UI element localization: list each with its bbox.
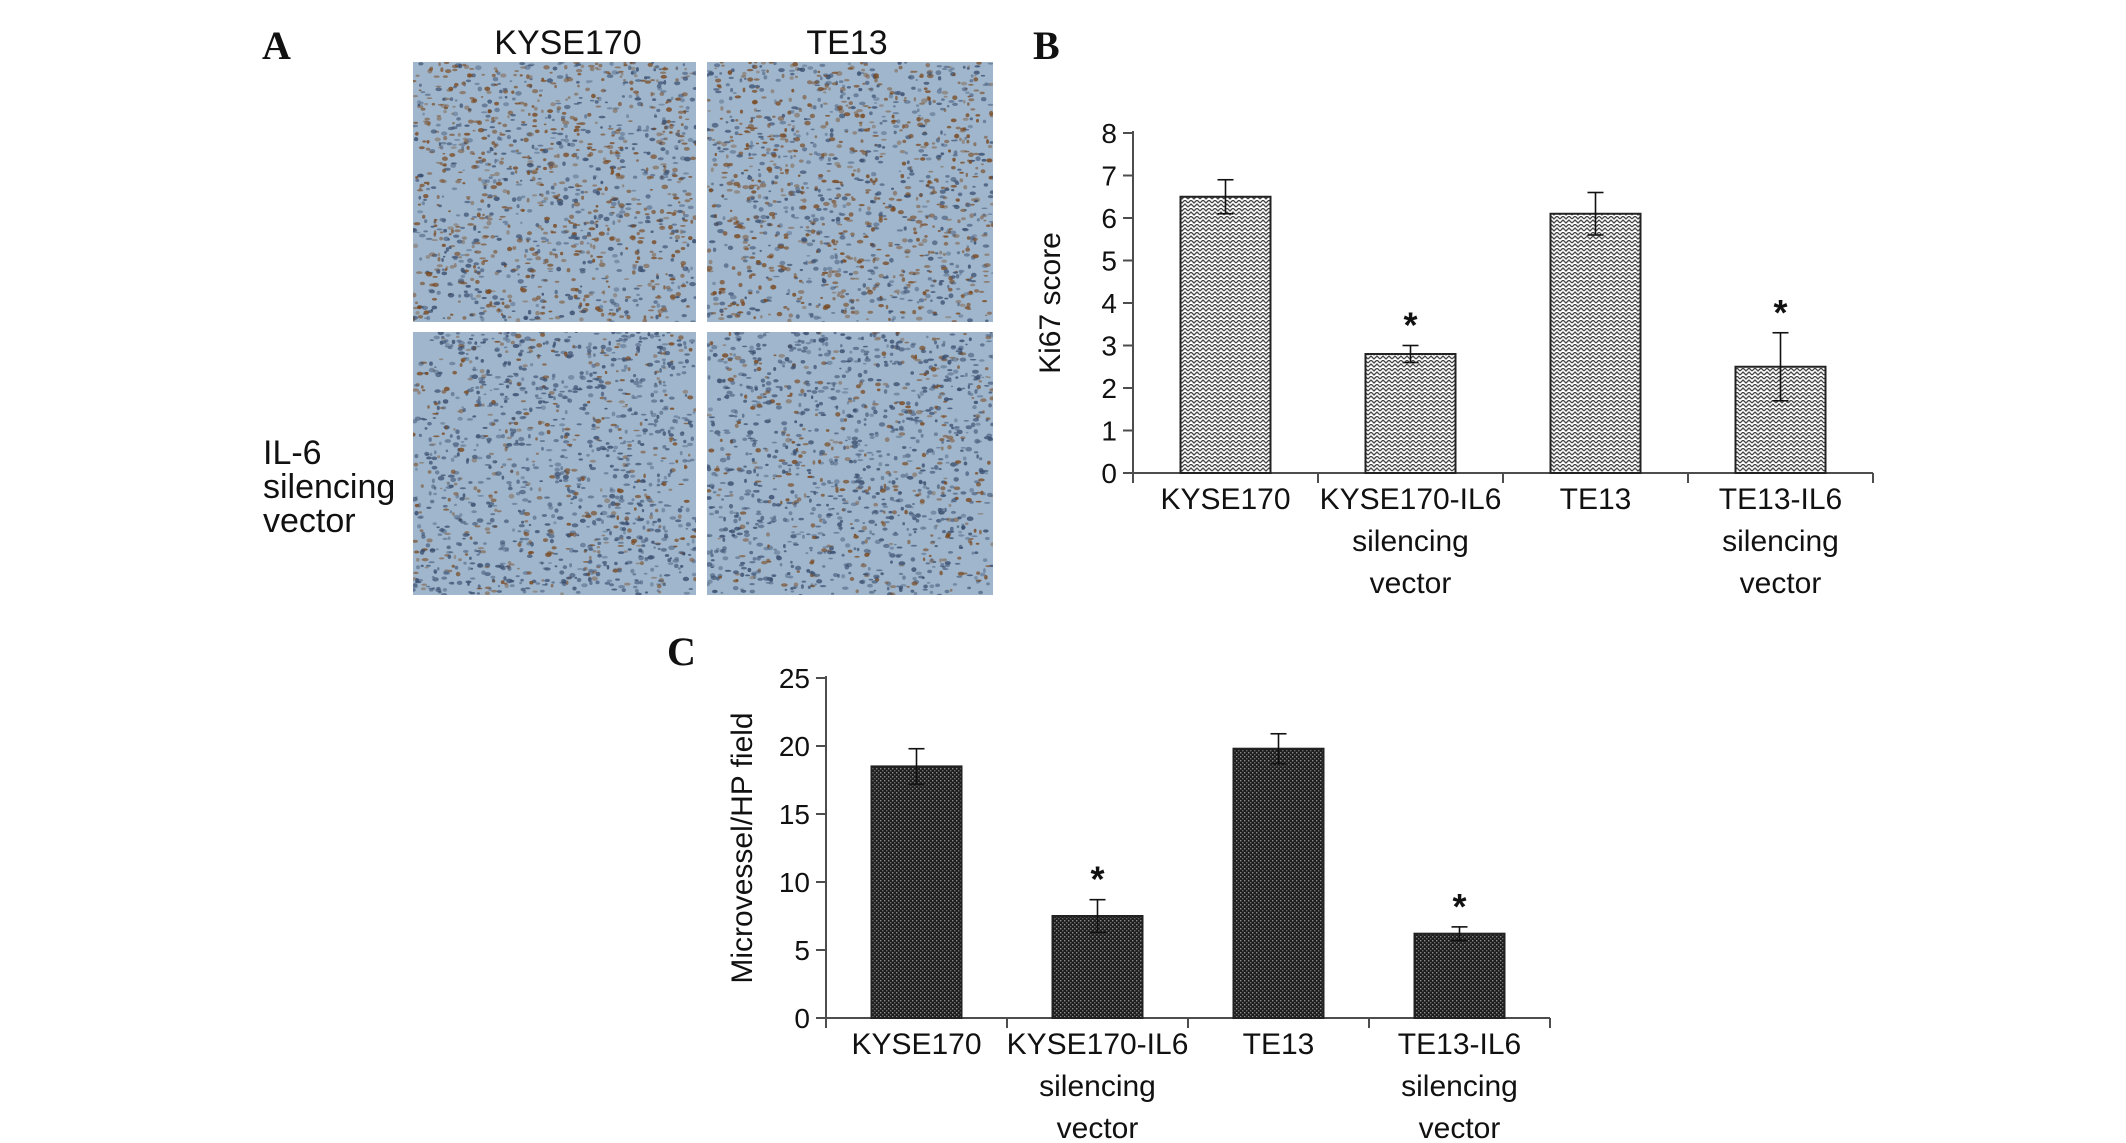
chart-b-x-tick-label: silencing — [1352, 525, 1469, 558]
ihc-image-te13-control-svg — [707, 62, 993, 322]
panel-c-letter: C — [667, 629, 696, 674]
chart-b-y-axis-label: Ki67 score — [1034, 232, 1067, 374]
chart-b-bar — [1179, 195, 1272, 474]
chart-b-y-tick-label: 6 — [1101, 203, 1117, 234]
chart-c-y-tick-label: 0 — [794, 1003, 810, 1034]
row-label-il6-silencing-vector: IL-6 silencing vector — [263, 436, 395, 538]
row-label-line-2: silencing — [263, 468, 396, 506]
chart-b-y-tick-label: 4 — [1101, 288, 1117, 319]
chart-b-x-tick-label: KYSE170 — [1160, 483, 1290, 516]
chart-b-y-tick-label: 8 — [1101, 118, 1117, 149]
ihc-image-kyse170-control — [413, 62, 696, 322]
chart-c-y-axis-label: Microvessel/HP field — [726, 712, 759, 983]
chart-c-x-tick-label: KYSE170-IL6 — [1007, 1028, 1189, 1061]
chart-b-significance-star: * — [1403, 305, 1417, 346]
chart-c-bar — [870, 765, 963, 1020]
chart-c-significance-star: * — [1090, 859, 1104, 900]
chart-b-y-tick-label: 5 — [1101, 246, 1117, 277]
chart-b-y-tick-label: 1 — [1101, 416, 1117, 447]
chart-c-y-tick-label: 15 — [779, 799, 810, 830]
chart-b-x-tick-label: vector — [1740, 567, 1822, 600]
chart-c-x-tick-label: silencing — [1039, 1070, 1156, 1103]
chart-c-x-tick-label: vector — [1419, 1112, 1501, 1143]
chart-b-y-tick-label: 0 — [1101, 458, 1117, 489]
chart-b-x-tick-label: TE13-IL6 — [1719, 483, 1842, 516]
chart-b-significance-star: * — [1773, 292, 1787, 333]
chart-c-y-tick-label: 5 — [794, 935, 810, 966]
chart-c-x-tick-label: KYSE170 — [851, 1028, 981, 1061]
ihc-image-te13-silenced-svg — [707, 332, 993, 595]
ihc-image-kyse170-silenced — [413, 332, 696, 595]
chart-c-y-tick-label: 20 — [779, 731, 810, 762]
chart-b-x-tick-label: TE13 — [1560, 483, 1632, 516]
chart-b-bar — [1364, 353, 1457, 474]
chart-c-x-tick-label: vector — [1057, 1112, 1139, 1143]
panel-b-letter: B — [1033, 23, 1060, 68]
row-label-line-1: IL-6 — [263, 434, 322, 472]
col-label-kyse170: KYSE170 — [494, 24, 642, 62]
chart-c-bar — [1232, 747, 1325, 1019]
chart-b-y-tick-label: 3 — [1101, 331, 1117, 362]
ihc-image-te13-silenced — [707, 332, 993, 595]
chart-c-bar — [1413, 932, 1506, 1019]
chart-c-significance-star: * — [1452, 886, 1466, 927]
chart-b-x-tick-label: silencing — [1722, 525, 1839, 558]
chart-c-y-tick-label: 10 — [779, 867, 810, 898]
ihc-image-te13-control — [707, 62, 993, 322]
chart-b-y-tick-label: 7 — [1101, 161, 1117, 192]
chart-c-x-tick-label: TE13 — [1243, 1028, 1315, 1061]
chart-b-bar — [1549, 212, 1642, 474]
chart-b-x-tick-label: KYSE170-IL6 — [1320, 483, 1502, 516]
chart-c-x-tick-label: silencing — [1401, 1070, 1518, 1103]
row-label-line-3: vector — [263, 502, 356, 540]
chart-c-x-tick-label: TE13-IL6 — [1398, 1028, 1521, 1061]
chart-c-y-tick-label: 25 — [779, 663, 810, 694]
chart-b-x-tick-label: vector — [1370, 567, 1452, 600]
panel-a-letter: A — [262, 23, 291, 68]
ihc-image-kyse170-silenced-svg — [413, 332, 696, 595]
col-label-te13: TE13 — [806, 24, 888, 62]
chart-b-y-tick-label: 2 — [1101, 373, 1117, 404]
ihc-image-kyse170-control-svg — [413, 62, 696, 322]
